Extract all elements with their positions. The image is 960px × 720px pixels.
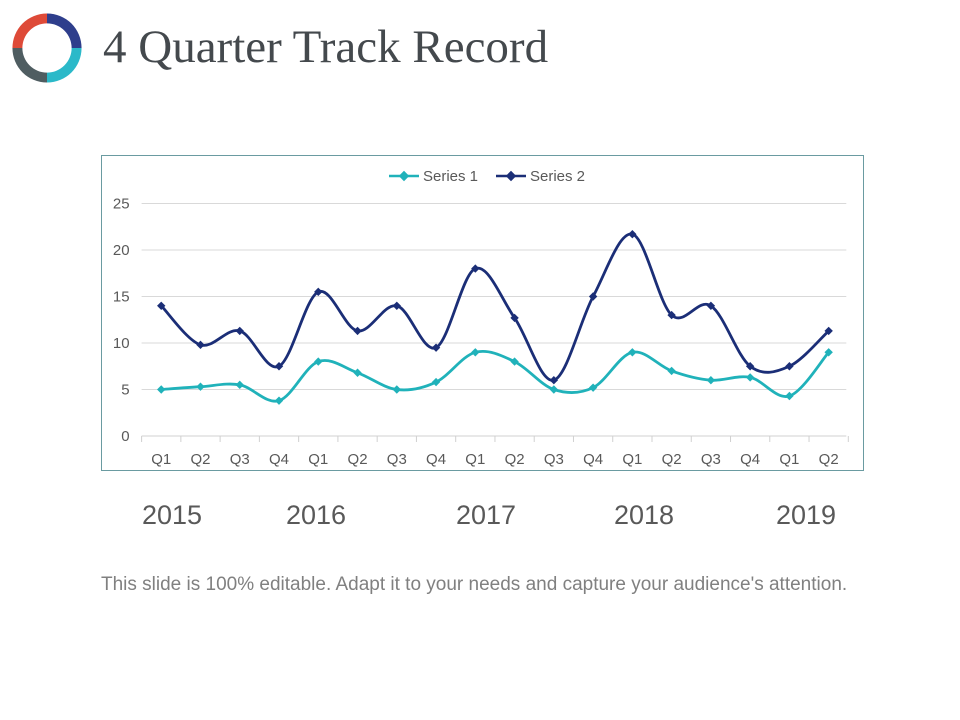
svg-text:5: 5 xyxy=(121,382,129,399)
svg-text:15: 15 xyxy=(113,289,130,306)
svg-text:Q2: Q2 xyxy=(190,451,210,468)
svg-text:Q1: Q1 xyxy=(465,451,485,468)
svg-text:0: 0 xyxy=(121,428,129,445)
svg-text:Q1: Q1 xyxy=(622,451,642,468)
svg-text:Q3: Q3 xyxy=(387,451,407,468)
svg-text:Q1: Q1 xyxy=(308,451,328,468)
svg-text:Q4: Q4 xyxy=(426,451,446,468)
svg-text:Q1: Q1 xyxy=(779,451,799,468)
svg-text:Q3: Q3 xyxy=(230,451,250,468)
svg-text:Q4: Q4 xyxy=(583,451,603,468)
svg-text:10: 10 xyxy=(113,335,130,352)
svg-text:Series 1: Series 1 xyxy=(423,168,478,185)
svg-text:Q2: Q2 xyxy=(505,451,525,468)
svg-text:Series 2: Series 2 xyxy=(530,168,585,185)
svg-text:Q4: Q4 xyxy=(740,451,760,468)
svg-text:Q4: Q4 xyxy=(269,451,289,468)
svg-text:20: 20 xyxy=(113,242,130,259)
svg-text:Q2: Q2 xyxy=(348,451,368,468)
svg-text:Q3: Q3 xyxy=(544,451,564,468)
svg-text:Q3: Q3 xyxy=(701,451,721,468)
svg-text:Q2: Q2 xyxy=(819,451,839,468)
svg-text:25: 25 xyxy=(113,196,130,213)
svg-text:Q1: Q1 xyxy=(151,451,171,468)
svg-text:Q2: Q2 xyxy=(662,451,682,468)
